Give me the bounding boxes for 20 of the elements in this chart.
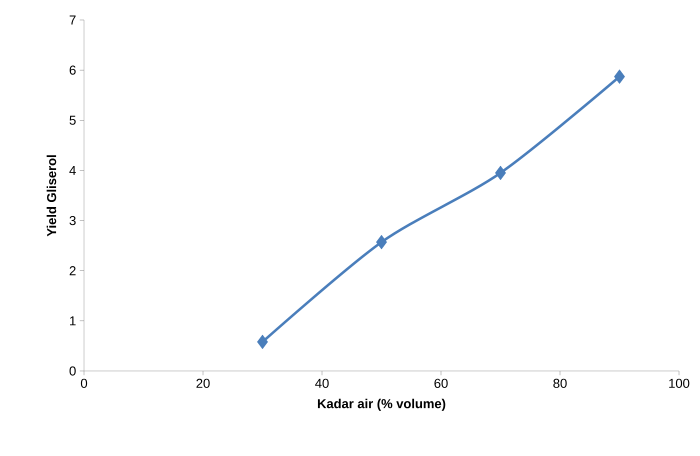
- x-tick-label: 0: [80, 378, 88, 388]
- y-tick-label: 2: [70, 266, 76, 276]
- x-tick-label: 80: [553, 378, 567, 388]
- point: [257, 334, 268, 350]
- x-tick-label: 20: [196, 378, 210, 388]
- y-tick-label: 0: [70, 366, 76, 376]
- y-tick-label: 5: [70, 116, 76, 125]
- x-tick-label: 40: [315, 378, 329, 388]
- point: [495, 166, 506, 180]
- y-tick-label: 1: [70, 316, 76, 326]
- x-tick-label: 100: [669, 378, 690, 388]
- x-tick-label: 60: [434, 378, 448, 388]
- y-tick-label: 3: [70, 216, 76, 226]
- point: [614, 69, 625, 84]
- y-tick-label: 7: [70, 16, 76, 24]
- y-tick-label: 4: [69, 166, 76, 175]
- point: [376, 234, 387, 250]
- y-axis-title: Yield Gliserol: [46, 155, 56, 236]
- x-axis-title: Kadar air (% volume): [318, 398, 446, 411]
- y-tick-label: 6: [70, 66, 76, 75]
